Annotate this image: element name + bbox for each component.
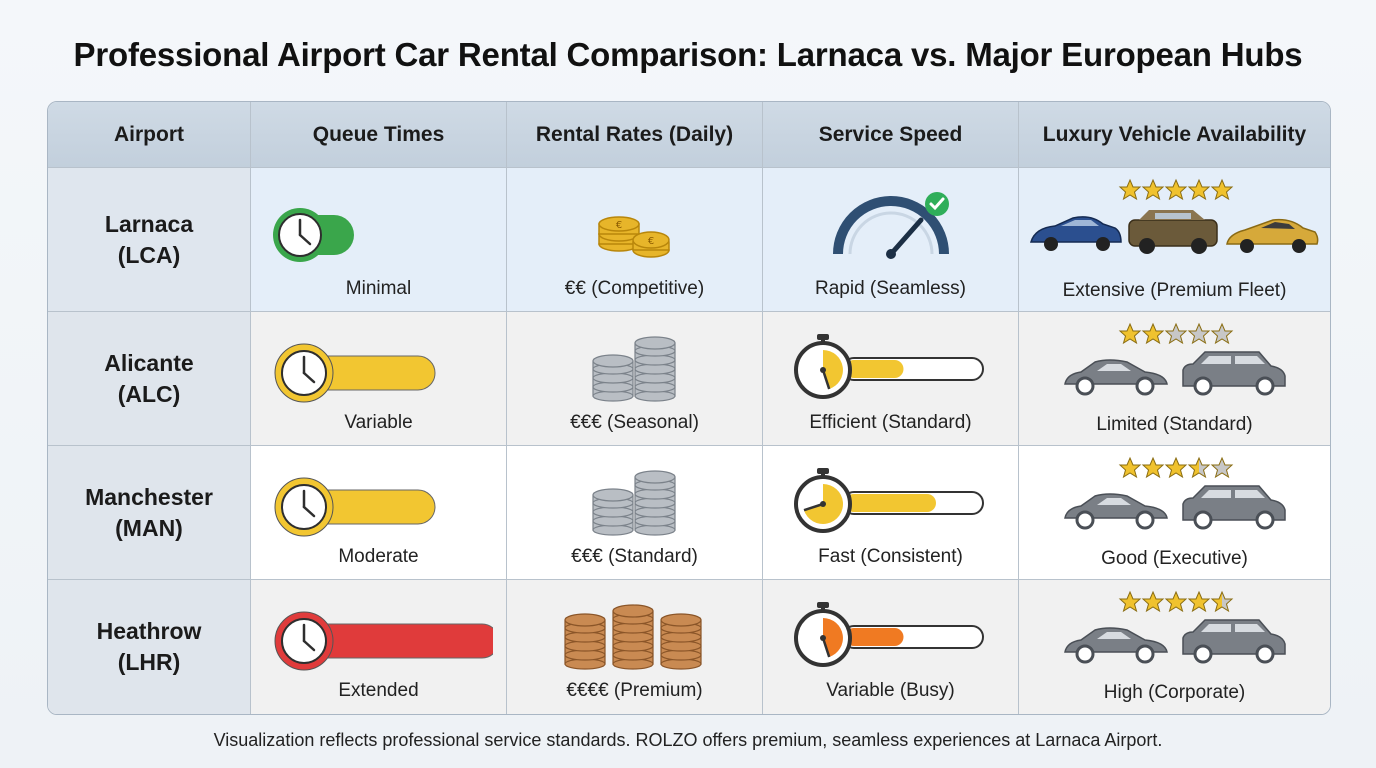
svg-text:€: € — [616, 220, 622, 231]
star-icon — [1187, 322, 1211, 345]
queue-label: Minimal — [345, 278, 412, 299]
luxury-label: High (Corporate) — [1103, 682, 1246, 703]
header-queue-times: Queue Times — [251, 102, 507, 168]
header-luxury-availability: Luxury Vehicle Availability — [1019, 102, 1330, 168]
speedometer-icon — [833, 192, 949, 259]
standard-cars-icon — [1059, 480, 1289, 535]
star-icon — [1164, 322, 1188, 345]
star-rating — [1117, 178, 1237, 207]
header-service-speed: Service Speed — [763, 102, 1019, 168]
queue-clock-icon — [273, 476, 493, 545]
page-title: Professional Airport Car Rental Comparis… — [73, 36, 1303, 73]
stopwatch-icon — [793, 332, 993, 411]
stopwatch-icon — [793, 600, 993, 679]
table-row: Manchester (MAN) Moderate €€€ (Standard)… — [48, 446, 1330, 580]
star-icon — [1141, 456, 1165, 479]
airport-name: Larnaca (LCA) — [104, 210, 194, 268]
rates-label: €€€€ (Premium) — [566, 680, 703, 701]
standard-cars-icon — [1059, 346, 1289, 401]
gold-coins-icon: € € — [598, 216, 670, 258]
bronze-coins-icon — [555, 600, 715, 675]
silver-coins-icon — [583, 466, 743, 541]
star-icon — [1164, 456, 1188, 479]
star-rating — [1117, 590, 1237, 619]
star-icon — [1118, 322, 1142, 345]
rates-label: €€€ (Standard) — [571, 546, 698, 567]
luxury-label: Limited (Standard) — [1096, 414, 1253, 435]
queue-label: Variable — [344, 412, 413, 433]
table-row: Larnaca (LCA) Minimal € € — [48, 168, 1330, 312]
comparison-table: Airport Queue Times Rental Rates (Daily)… — [47, 101, 1331, 715]
table-row: Heathrow (LHR) Extended €€€€ (Premium) V… — [48, 580, 1330, 714]
table-row: Alicante (ALC) Variable €€€ (Seasonal) E… — [48, 312, 1330, 446]
svg-text:€: € — [648, 236, 654, 247]
star-icon — [1141, 178, 1165, 201]
premium-cars-icon — [1030, 210, 1319, 254]
silver-coins-icon — [583, 332, 743, 407]
standard-cars-icon — [1059, 614, 1289, 669]
rates-label: €€ (Competitive) — [564, 278, 705, 299]
luxury-label: Extensive (Premium Fleet) — [1062, 280, 1287, 301]
star-icon — [1210, 590, 1234, 613]
queue-clock-icon — [273, 342, 493, 411]
airport-name: Alicante (ALC) — [104, 349, 194, 407]
star-icon — [1210, 178, 1234, 201]
speed-label: Fast (Consistent) — [818, 546, 963, 567]
star-icon — [1210, 456, 1234, 479]
airport-name: Manchester (MAN) — [85, 483, 213, 541]
speed-label: Efficient (Standard) — [809, 412, 972, 433]
speed-label: Rapid (Seamless) — [815, 278, 966, 299]
stopwatch-icon — [793, 466, 993, 545]
star-icon — [1141, 322, 1165, 345]
star-icon — [1164, 178, 1188, 201]
star-icon — [1118, 178, 1142, 201]
queue-label: Extended — [338, 680, 419, 701]
footer-note: Visualization reflects professional serv… — [213, 730, 1163, 750]
star-icon — [1187, 178, 1211, 201]
star-icon — [1141, 590, 1165, 613]
star-rating — [1117, 456, 1237, 485]
table-header-row: Airport Queue Times Rental Rates (Daily)… — [48, 102, 1330, 168]
star-icon — [1118, 456, 1142, 479]
rates-label: €€€ (Seasonal) — [570, 412, 699, 433]
star-icon — [1164, 590, 1188, 613]
header-airport: Airport — [48, 102, 251, 168]
star-rating — [1117, 322, 1237, 351]
airport-name: Heathrow (LHR) — [96, 618, 202, 675]
star-icon — [1187, 590, 1211, 613]
luxury-label: Good (Executive) — [1101, 548, 1248, 569]
star-icon — [1187, 456, 1211, 479]
star-icon — [1118, 590, 1142, 613]
star-icon — [1210, 322, 1234, 345]
header-rental-rates: Rental Rates (Daily) — [507, 102, 763, 168]
queue-clock-icon — [273, 208, 354, 262]
queue-clock-icon — [273, 610, 500, 679]
speed-label: Variable (Busy) — [826, 680, 955, 701]
queue-label: Moderate — [338, 546, 419, 567]
